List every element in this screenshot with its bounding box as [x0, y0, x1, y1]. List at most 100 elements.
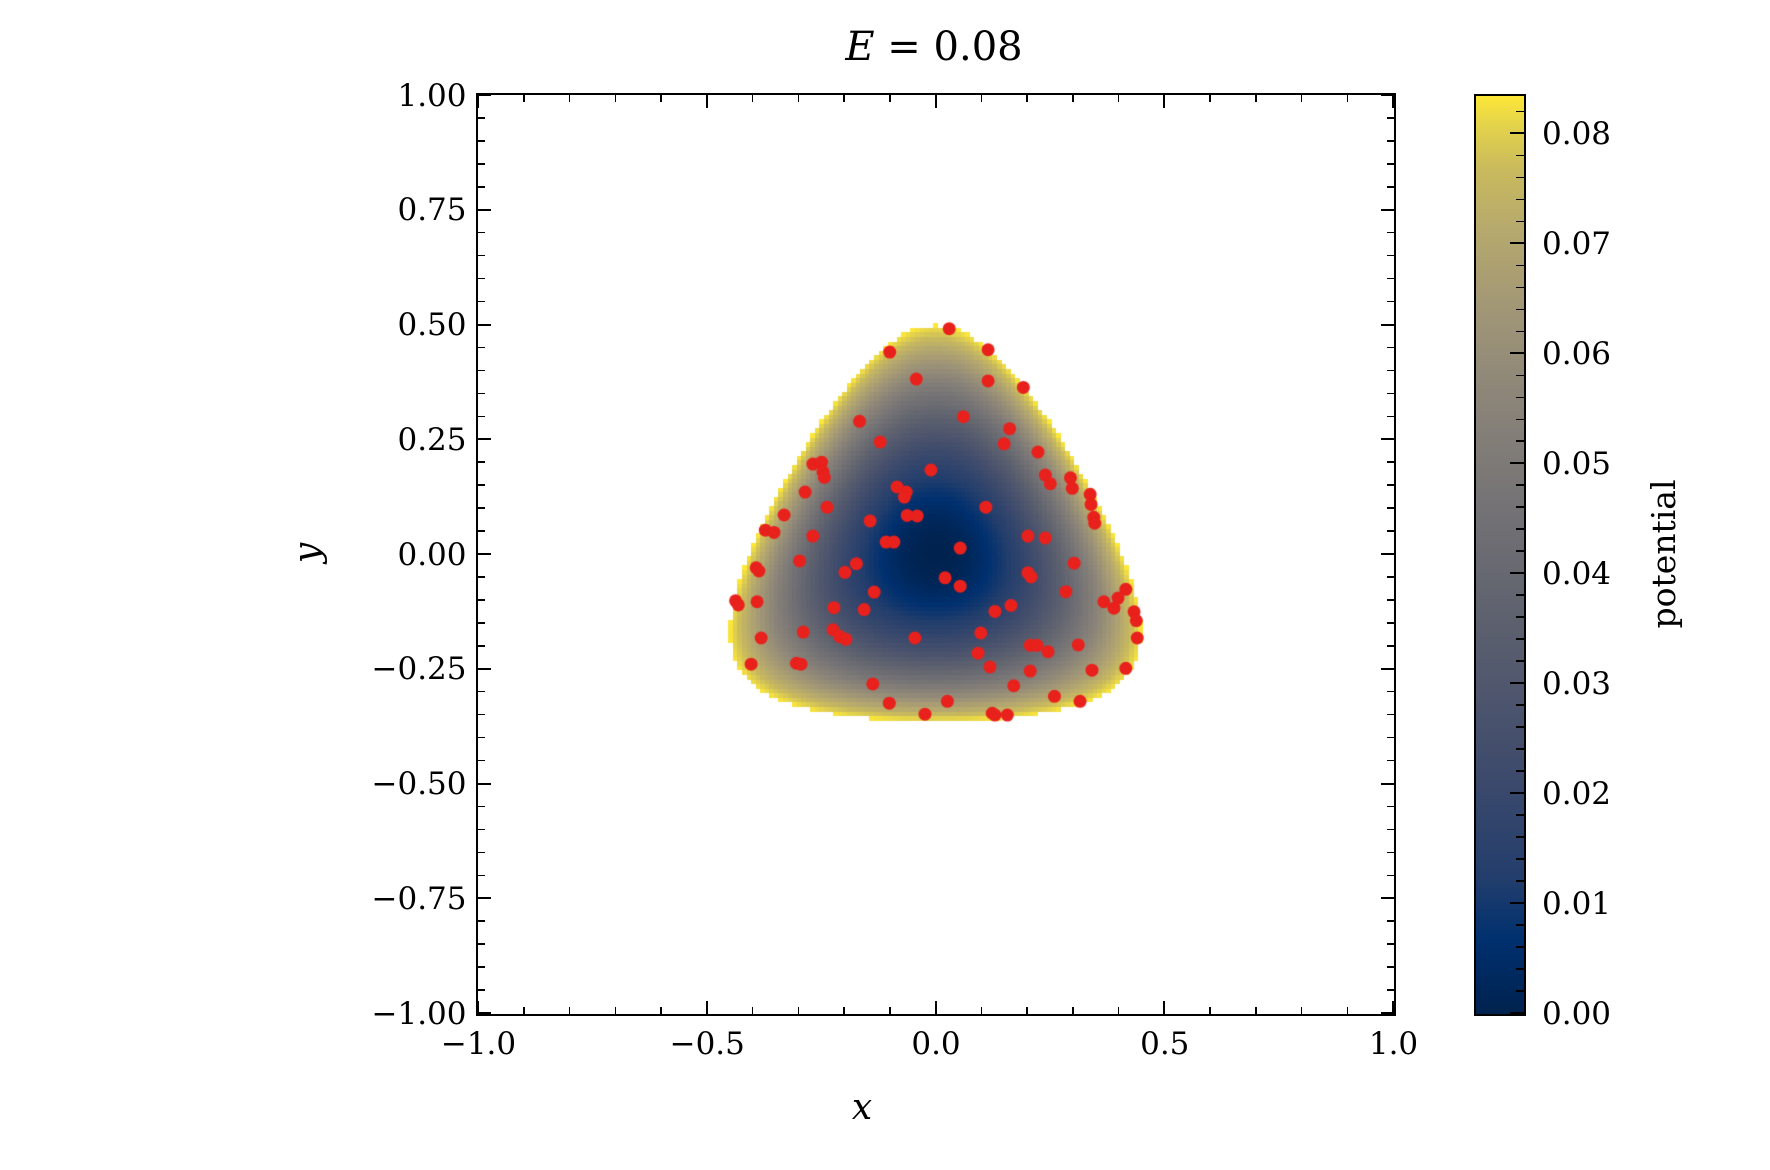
x-minor-tick [523, 95, 525, 102]
y-major-tick [478, 323, 491, 326]
x-major-tick [1163, 95, 1166, 108]
colorbar-minor-tick [1516, 638, 1524, 640]
y-minor-tick [1387, 851, 1394, 854]
y-minor-tick [1387, 874, 1394, 877]
x-minor-tick [1209, 95, 1211, 102]
plot-area [476, 93, 1396, 1016]
colorbar-tick-label: 0.00 [1542, 995, 1612, 1032]
colorbar-minor-tick [1516, 836, 1524, 838]
y-minor-tick [1387, 484, 1394, 486]
y-minor-tick [1387, 920, 1394, 922]
x-minor-tick [843, 95, 845, 102]
x-tick-label: 0.0 [911, 1026, 961, 1062]
x-tick-label: 1.0 [1368, 1026, 1419, 1062]
y-minor-tick [1387, 713, 1394, 716]
y-major-tick [478, 553, 491, 555]
x-tick-label: 0.5 [1140, 1026, 1190, 1062]
x-major-tick [477, 1001, 479, 1014]
y-minor-tick [1387, 461, 1394, 463]
y-tick-label: 0.75 [397, 192, 467, 229]
colorbar-minor-tick [1516, 396, 1524, 399]
colorbar-minor-tick [1516, 286, 1524, 289]
y-minor-tick [1387, 690, 1394, 693]
y-minor-tick [478, 690, 485, 693]
y-major-tick [478, 667, 491, 670]
y-minor-tick [478, 231, 485, 234]
x-major-tick [705, 1001, 708, 1014]
y-major-tick [1381, 667, 1394, 670]
x-minor-tick [1300, 1007, 1303, 1014]
x-major-tick [1392, 1001, 1394, 1014]
colorbar-minor-tick [1516, 506, 1524, 508]
y-major-tick [478, 94, 491, 96]
colorbar-tick-label: 0.08 [1542, 115, 1612, 152]
colorbar-minor-tick [1516, 484, 1524, 486]
y-tick-label: −0.25 [371, 651, 467, 688]
y-minor-tick [1387, 300, 1394, 303]
colorbar-minor-tick [1516, 528, 1524, 530]
colorbar-tick-label: 0.01 [1542, 885, 1612, 922]
y-tick-label: 0.00 [397, 536, 467, 573]
y-major-tick [1381, 323, 1394, 326]
y-minor-tick [478, 622, 485, 624]
colorbar-minor-tick [1516, 616, 1524, 618]
colorbar-major-tick [1510, 352, 1524, 355]
x-minor-tick [523, 1007, 525, 1014]
y-minor-tick [478, 713, 485, 716]
y-minor-tick [478, 369, 485, 372]
x-major-tick [477, 95, 479, 108]
x-minor-tick [1072, 95, 1074, 102]
x-minor-tick [1117, 1007, 1120, 1014]
y-minor-tick [1387, 989, 1394, 991]
x-minor-tick [797, 95, 799, 102]
x-minor-tick [660, 95, 662, 102]
y-minor-tick [478, 507, 485, 509]
y-minor-tick [478, 874, 485, 877]
x-minor-tick [797, 1007, 799, 1014]
x-axis-label: x [851, 1087, 873, 1128]
y-major-tick [1381, 438, 1394, 441]
colorbar-minor-tick [1516, 198, 1524, 201]
y-minor-tick [1387, 759, 1394, 762]
y-tick-label: −0.75 [371, 880, 467, 917]
y-minor-tick [478, 989, 485, 991]
colorbar-minor-tick [1516, 154, 1524, 157]
x-minor-tick [1255, 95, 1257, 102]
y-minor-tick [478, 346, 485, 349]
x-major-tick [1392, 95, 1394, 108]
x-major-tick [1163, 1001, 1166, 1014]
x-minor-tick [1026, 1007, 1028, 1014]
y-minor-tick [478, 599, 485, 601]
x-minor-tick [1117, 95, 1120, 102]
y-minor-tick [1387, 805, 1394, 808]
y-minor-tick [478, 484, 485, 486]
y-minor-tick [478, 461, 485, 463]
x-minor-tick [1255, 1007, 1257, 1014]
y-minor-tick [1387, 507, 1394, 509]
x-minor-tick [980, 1007, 982, 1014]
colorbar-minor-tick [1516, 176, 1524, 179]
x-major-tick [705, 95, 708, 108]
y-tick-label: 1.00 [397, 77, 467, 114]
colorbar-tick-label: 0.03 [1542, 665, 1612, 702]
colorbar-minor-tick [1516, 924, 1524, 926]
y-minor-tick [1387, 369, 1394, 372]
y-minor-tick [1387, 828, 1394, 831]
x-minor-tick [614, 95, 616, 102]
colorbar-minor-tick [1516, 330, 1524, 333]
x-minor-tick [751, 95, 754, 102]
colorbar-minor-tick [1516, 770, 1524, 772]
colorbar-minor-tick [1516, 220, 1524, 223]
x-major-tick [934, 95, 937, 108]
colorbar-major-tick [1510, 462, 1524, 465]
y-minor-tick [478, 392, 485, 395]
y-minor-tick [1387, 117, 1394, 119]
y-minor-tick [1387, 346, 1394, 349]
colorbar-minor-tick [1516, 660, 1524, 662]
y-minor-tick [478, 576, 485, 578]
y-major-tick [1381, 782, 1394, 785]
y-major-tick [1381, 897, 1394, 900]
y-minor-tick [1387, 943, 1394, 945]
x-minor-tick [1346, 95, 1348, 102]
x-tick-label: −1.0 [440, 1026, 517, 1062]
